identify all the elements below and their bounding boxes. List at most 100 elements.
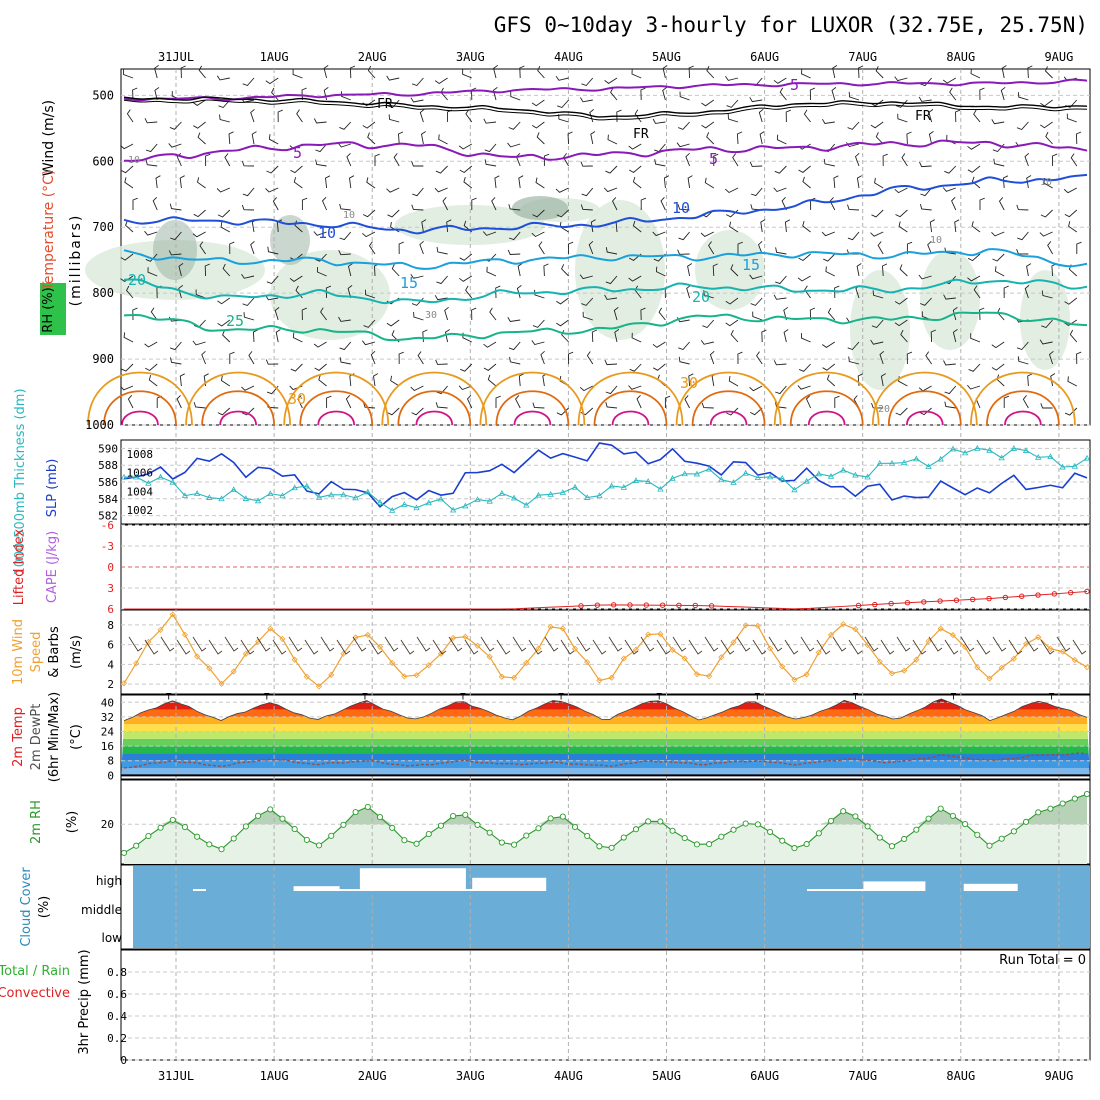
wind-barb [366, 177, 376, 189]
rh2m-marker [949, 812, 956, 819]
wind-barb [1024, 152, 1030, 167]
rh2m-marker [559, 813, 566, 820]
lifted-index-marker [676, 602, 682, 609]
wind-barb [882, 153, 888, 167]
date-label-top: 2AUG [358, 50, 387, 64]
date-label-bottom: 3AUG [456, 1069, 485, 1083]
wind-barb [797, 385, 811, 390]
wind-barb [628, 143, 642, 150]
cloud-level-label: middle [81, 903, 122, 917]
wind-barb [495, 395, 501, 408]
wind-barb [509, 356, 521, 365]
wind10m-barb [656, 639, 671, 655]
wind-barb [701, 99, 715, 107]
lifted-index-marker [594, 602, 601, 608]
label-cape: CAPE (J/kg) [45, 531, 60, 603]
wind-barb [219, 114, 230, 123]
thickness-marker [547, 490, 554, 497]
wind-barb [979, 87, 985, 101]
rh2m-marker [315, 842, 323, 849]
wind-barb [973, 109, 981, 123]
lifted-index-marker [921, 599, 927, 605]
wind-barb [436, 385, 448, 395]
rh-contour-label: 10 [930, 235, 942, 246]
rh2m-marker [1035, 809, 1042, 816]
wind-barb [774, 165, 787, 174]
wind10m-marker [498, 673, 505, 680]
wind-barb [507, 142, 521, 148]
wind-barb [224, 153, 231, 167]
wind-barb [894, 319, 908, 327]
wind10m-barb [784, 639, 799, 655]
thickness-marker [181, 492, 189, 499]
wind10m-marker [425, 662, 432, 669]
wind-barb [605, 165, 618, 174]
isotherm-label: 15 [400, 274, 418, 292]
wind-barb [145, 143, 158, 153]
wind-barb [508, 341, 521, 351]
wind-barb [797, 275, 811, 282]
wind-barb [386, 75, 400, 81]
wind-barb [459, 275, 473, 282]
wind10m-barb [736, 636, 751, 652]
wind-barb [145, 253, 158, 262]
wind10m-marker [815, 649, 822, 656]
wind-barb [604, 359, 618, 366]
isotherm-label: 5 [293, 144, 302, 162]
wind-barb [251, 131, 257, 145]
rh-shading [850, 270, 910, 390]
cloud-level-label: low [102, 931, 123, 945]
wind-barb [928, 109, 934, 123]
wind-barb [848, 91, 860, 101]
wind-barb [411, 204, 424, 211]
wind-barb [127, 395, 134, 409]
wind-barb [176, 395, 182, 409]
rh2m-marker [498, 839, 505, 846]
wind-barb [170, 341, 182, 351]
wind-barb [854, 152, 860, 167]
wind-barb [147, 267, 158, 277]
wind-barb [1027, 65, 1033, 79]
wind-barb [398, 351, 404, 365]
thickness-marker [340, 491, 347, 498]
wind-barb [809, 87, 816, 101]
wind10m-barb [864, 636, 879, 652]
precip-tick: 0.8 [107, 966, 127, 979]
rh2m-marker [425, 831, 432, 838]
wind-barb [290, 363, 303, 372]
wind-barb [1076, 351, 1082, 365]
wind10m-marker [974, 664, 981, 671]
date-label-top: 31JUL [158, 50, 194, 64]
rh2m-marker [925, 815, 932, 822]
thickness-marker [303, 482, 311, 489]
wind-barb [515, 395, 521, 409]
wind10m-barb [848, 639, 863, 655]
wind-barb [347, 263, 353, 277]
wind-barb [875, 132, 884, 145]
wind-barb [193, 209, 206, 218]
wind-barb [1064, 209, 1078, 218]
wind-barb [1039, 339, 1053, 345]
wind-barb [180, 65, 186, 79]
wind-barb [410, 97, 424, 103]
thickness-marker [352, 494, 359, 501]
wind-barb [730, 329, 739, 343]
wind-barb [652, 341, 666, 348]
wind10m-marker [986, 675, 993, 682]
date-label-bottom: 7AUG [848, 1069, 877, 1083]
wind10m-barb [512, 636, 527, 652]
thickness-marker [766, 473, 774, 480]
temp-band [121, 746, 1090, 754]
thickness-marker [949, 445, 957, 452]
wind10m-barb [144, 639, 159, 655]
wind-barb [823, 253, 836, 262]
wind10m-marker [511, 674, 518, 681]
wind-barb [944, 401, 956, 409]
wind-barb [678, 231, 690, 241]
wind-barb [217, 407, 231, 416]
thickness-marker [401, 501, 408, 507]
wind-barb [919, 203, 932, 211]
wind-barb [192, 99, 206, 106]
wind10m-barb [336, 639, 351, 655]
wind10m-barb [448, 636, 463, 652]
